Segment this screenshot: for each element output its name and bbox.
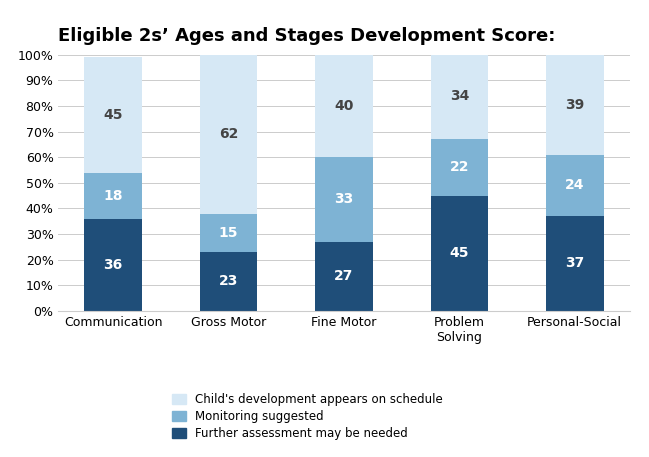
Text: 45: 45 (450, 246, 469, 260)
Text: 23: 23 (219, 274, 238, 288)
Text: 15: 15 (219, 226, 238, 240)
Bar (546, 55, 604, 154)
Bar (315, 157, 373, 242)
Bar (546, 216, 604, 311)
Text: 33: 33 (334, 192, 354, 207)
Text: Eligible 2s’ Ages and Stages Development Score:: Eligible 2s’ Ages and Stages Development… (58, 27, 556, 45)
Text: 34: 34 (450, 89, 469, 103)
Bar (200, 252, 258, 311)
Bar (430, 196, 488, 311)
Text: 18: 18 (103, 189, 123, 202)
Bar (430, 52, 488, 139)
Bar (546, 154, 604, 216)
Text: 24: 24 (565, 178, 585, 192)
Text: 62: 62 (219, 127, 238, 141)
Bar (315, 242, 373, 311)
Text: 36: 36 (104, 258, 123, 272)
Legend: Child's development appears on schedule, Monitoring suggested, Further assessmen: Child's development appears on schedule,… (167, 388, 448, 445)
Bar (84, 218, 142, 311)
Bar (315, 55, 373, 157)
Text: 37: 37 (565, 256, 584, 271)
Text: 39: 39 (565, 98, 584, 112)
Text: 40: 40 (334, 99, 354, 113)
Bar (430, 139, 488, 196)
Bar (84, 58, 142, 173)
Bar (200, 213, 258, 252)
Text: 45: 45 (103, 108, 123, 122)
Text: 27: 27 (334, 269, 354, 283)
Bar (84, 173, 142, 218)
Bar (200, 55, 258, 213)
Text: 22: 22 (450, 160, 469, 175)
